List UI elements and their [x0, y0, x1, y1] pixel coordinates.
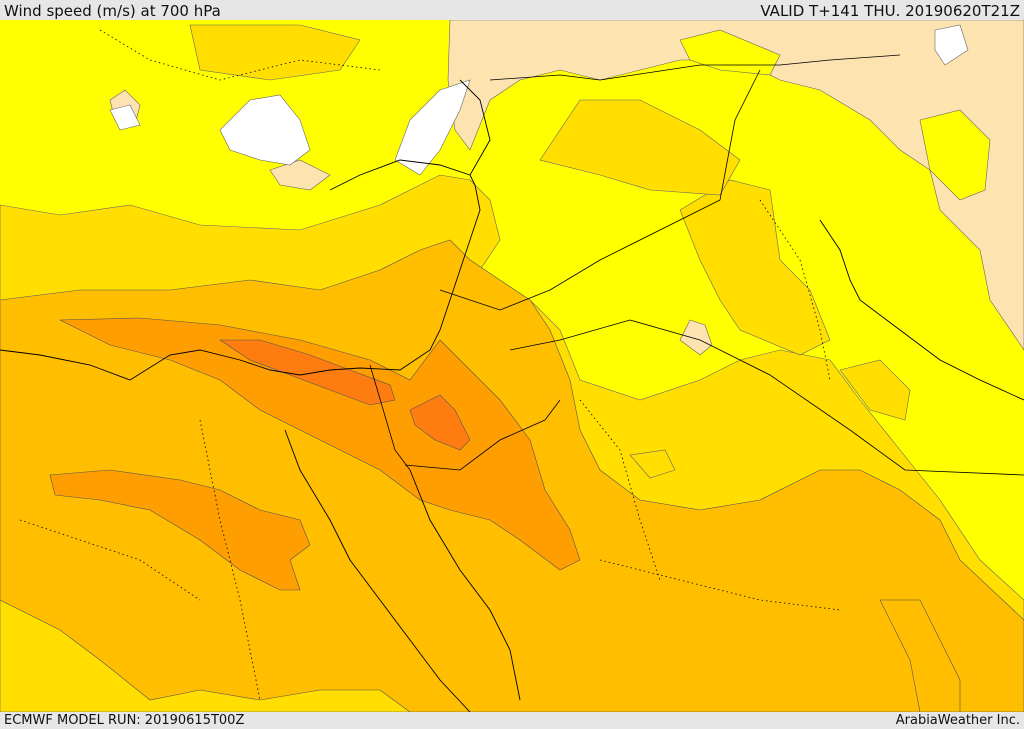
boundary-6: [599, 559, 841, 611]
border-jordan-saudi: [439, 69, 761, 311]
very-strong-wind-regions: [49, 317, 581, 591]
footer-bar: ECMWF MODEL RUN: 20190615T00Z ArabiaWeat…: [0, 712, 1024, 729]
boundary-2: [579, 399, 661, 581]
very-strong-region-egypt: [59, 317, 581, 571]
gale-wind-regions: [219, 339, 471, 451]
coastline-red-sea-east: [409, 469, 521, 701]
border-israel: [369, 364, 411, 471]
border-egypt-sudan: [404, 399, 561, 471]
fresh-region-gulf-2: [629, 449, 676, 479]
map-svg: [0, 20, 1024, 712]
map-title: Wind speed (m/s) at 700 hPa: [4, 2, 221, 20]
boundary-1: [99, 29, 381, 81]
coastlines: [0, 79, 1024, 712]
model-run: ECMWF MODEL RUN: 20190615T00Z: [4, 713, 245, 728]
internal-boundaries: [19, 29, 841, 701]
credit: ArabiaWeather Inc.: [895, 713, 1020, 728]
coastline-red-sea-west: [284, 429, 471, 712]
moderate-patch-east: [919, 109, 991, 201]
wind-speed-map[interactable]: [0, 20, 1024, 712]
moderate-wind-patches: [679, 29, 991, 201]
strong-region-red-sea: [879, 599, 961, 712]
boundary-3: [199, 419, 261, 701]
calm-region-crete: [219, 94, 311, 166]
calm-region-east-med: [394, 79, 471, 176]
valid-time: VALID T+141 THU. 20190620T21Z: [760, 2, 1020, 20]
boundary-4: [759, 199, 831, 381]
light-region-cyprus: [269, 159, 331, 191]
boundary-5: [19, 519, 201, 601]
calm-wind-regions: [109, 24, 969, 176]
very-strong-region-west: [49, 469, 311, 591]
coastline-gulf: [819, 219, 1024, 401]
political-borders: [369, 54, 1024, 476]
calm-region-caucasus: [934, 24, 969, 66]
border-saudi-iraq: [509, 319, 1024, 476]
gale-region-sinai: [409, 394, 471, 451]
fresh-region-saudi: [679, 179, 831, 356]
moderate-patch-ne: [679, 29, 781, 76]
coastline-turkey: [329, 79, 491, 191]
border-syria-iraq: [489, 54, 901, 81]
gale-region-coast: [219, 339, 396, 406]
fresh-region-gulf-1: [839, 359, 911, 421]
coastline-north-africa: [0, 174, 481, 381]
fresh-region-iraq: [539, 99, 741, 196]
fresh-region-anatolia: [189, 24, 361, 81]
calm-region-aegean: [109, 104, 141, 131]
light-region-blob: [679, 319, 713, 356]
header-bar: Wind speed (m/s) at 700 hPa VALID T+141 …: [0, 0, 1024, 22]
